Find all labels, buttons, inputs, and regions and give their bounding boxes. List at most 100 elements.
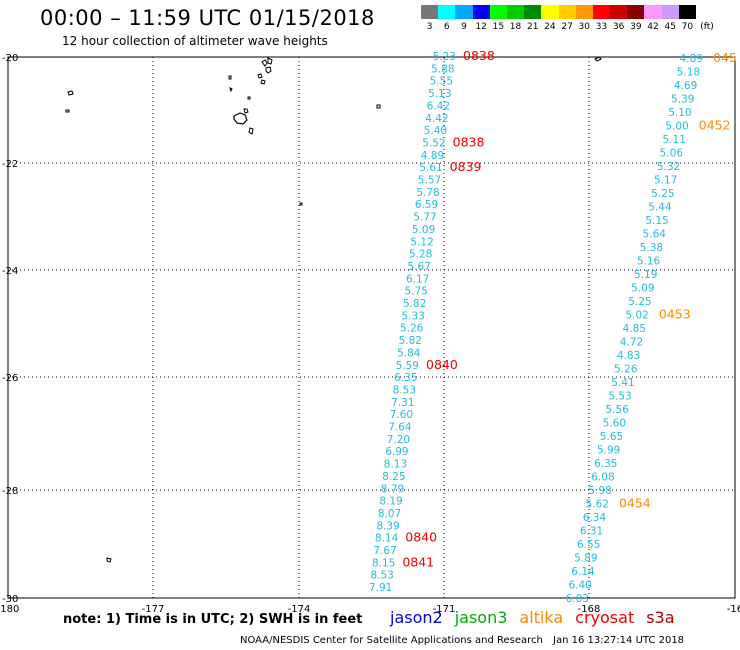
island-outlines xyxy=(65,56,602,563)
wave-height-value: 4.72 xyxy=(620,337,643,349)
wave-height-value: 5.10 xyxy=(668,107,691,119)
legend-swatch xyxy=(644,5,662,19)
legend-swatch xyxy=(610,5,628,19)
wave-height-value: 6.35 xyxy=(394,372,417,384)
wave-height-value: 5.88 xyxy=(431,63,454,75)
wave-height-value: 6.59 xyxy=(415,199,438,211)
wave-height-value: 5.17 xyxy=(654,175,677,187)
legend-swatch xyxy=(489,5,507,19)
legend-label: 39 xyxy=(630,22,642,32)
mission-label: altika xyxy=(519,608,564,627)
mission-label: s3a xyxy=(646,608,675,627)
mission-label: jason2 xyxy=(390,608,443,627)
wave-height-value: 5.39 xyxy=(671,94,694,106)
wave-height-value: 4.42 xyxy=(425,113,448,125)
legend-swatch xyxy=(472,5,490,19)
lon-tick-label: -168 xyxy=(578,604,601,615)
wave-height-value: 6.34 xyxy=(583,512,607,524)
lat-tick-label: -24 xyxy=(2,266,18,277)
legend-label: 42 xyxy=(647,22,659,32)
wave-height-value: 5.41 xyxy=(611,377,634,389)
page-subtitle: 12 hour collection of altimeter wave hei… xyxy=(62,34,328,48)
legend-label: 9 xyxy=(461,22,467,32)
wave-height-value: 5.84 xyxy=(397,347,421,359)
wave-height-value: 5.23 xyxy=(433,51,456,63)
lon-tick-label: -177 xyxy=(142,604,165,615)
wave-height-value: 7.31 xyxy=(391,397,414,409)
wave-height-value: 5.12 xyxy=(410,236,433,248)
legend-label: 45 xyxy=(664,22,676,32)
wave-height-value: 5.52 xyxy=(422,137,445,149)
legend-label: 18 xyxy=(509,22,522,32)
lat-tick-label: -26 xyxy=(2,373,18,384)
wave-height-value: 5.40 xyxy=(424,125,447,137)
pass-time-label: 0840 xyxy=(426,357,458,372)
legend-swatch xyxy=(678,5,696,19)
legend-swatch xyxy=(438,5,456,19)
legend-label: 36 xyxy=(612,22,625,32)
wave-height-value: 4.89 xyxy=(421,150,444,162)
pass-time-label: 045 xyxy=(713,50,737,65)
lat-tick-label: -30 xyxy=(2,594,18,605)
pass-time-label: 0840 xyxy=(405,530,437,545)
wave-height-value: 5.09 xyxy=(631,283,654,295)
track-b-times: 045 0452 0453 0454 xyxy=(619,50,737,511)
wave-height-value: 6.40 xyxy=(568,580,591,592)
wave-height-value: 8.39 xyxy=(376,520,399,532)
wave-height-value: 5.09 xyxy=(412,224,435,236)
wave-height-value: 5.18 xyxy=(677,67,700,79)
legend-swatch xyxy=(506,5,525,19)
legend-swatch xyxy=(421,5,439,19)
wave-height-value: 7.67 xyxy=(373,545,396,557)
pass-time-label: 0839 xyxy=(450,159,482,174)
wave-height-value: 5.25 xyxy=(628,296,651,308)
wave-height-value: 5.28 xyxy=(409,249,432,261)
wave-height-value: 5.64 xyxy=(643,229,667,241)
wave-height-value: 5.33 xyxy=(402,310,425,322)
grid-layer xyxy=(7,56,736,599)
wave-height-value: 4.85 xyxy=(623,323,646,335)
track-a: 5.235.885.555.136.424.425.405.524.895.61… xyxy=(369,51,456,594)
legend-label: 70 xyxy=(681,22,694,32)
wave-height-value: 5.78 xyxy=(416,187,439,199)
wave-height-value: 8.79 xyxy=(381,483,404,495)
wave-height-value: 5.62 xyxy=(586,499,609,511)
mission-label: jason3 xyxy=(454,608,508,627)
wave-height-value: 8.19 xyxy=(379,496,402,508)
lat-tick-label: -28 xyxy=(2,486,18,497)
island-outline xyxy=(65,56,602,563)
wave-height-value: 8.25 xyxy=(382,471,405,483)
wave-height-value: 7.60 xyxy=(390,409,413,421)
wave-height-value: 5.75 xyxy=(404,286,427,298)
lon-tick-label: -16 xyxy=(727,604,740,615)
legend-swatch xyxy=(592,5,611,19)
legend-swatch xyxy=(661,5,679,19)
legend-label: 21 xyxy=(526,22,539,32)
page-title: 00:00 – 11:59 UTC 01/15/2018 xyxy=(40,6,375,30)
wave-height-value: 7.20 xyxy=(387,434,410,446)
wave-height-value: 6.42 xyxy=(427,100,450,112)
legend-swatch xyxy=(575,5,593,19)
wave-height-value: 6.08 xyxy=(591,472,614,484)
map-frame xyxy=(7,56,736,599)
wave-height-value: 5.13 xyxy=(428,88,451,100)
pass-time-label: 0452 xyxy=(699,118,731,133)
wave-height-value: 4.69 xyxy=(674,80,697,92)
lat-tick-label: -22 xyxy=(2,159,18,170)
pass-time-label: 0453 xyxy=(659,307,691,322)
wave-height-value: 5.56 xyxy=(606,404,630,416)
wave-height-value: 5.57 xyxy=(418,175,441,187)
wave-height-value: 5.61 xyxy=(419,162,442,174)
legend-swatch xyxy=(627,5,645,19)
mission-legend: jason2 jason3 altika cryosat s3a xyxy=(390,608,675,627)
wave-height-value: 5.32 xyxy=(657,161,680,173)
wave-height-value: 8.53 xyxy=(393,384,416,396)
wave-height-value: 8.14 xyxy=(375,533,399,545)
legend-swatch xyxy=(455,5,473,19)
lon-tick-label: -171 xyxy=(433,604,456,615)
wave-height-value: 6.35 xyxy=(594,458,617,470)
track-a-times: 0838 0838 0839 0840 0840 0841 xyxy=(402,48,495,569)
legend-label: 24 xyxy=(544,22,556,32)
track-b: 4.89 5.184.69 5.395.10 5.005.11 5.065.32 5.17… xyxy=(566,53,703,605)
footer-note: note: 1) Time is in UTC; 2) SWH is in fe… xyxy=(63,612,363,627)
